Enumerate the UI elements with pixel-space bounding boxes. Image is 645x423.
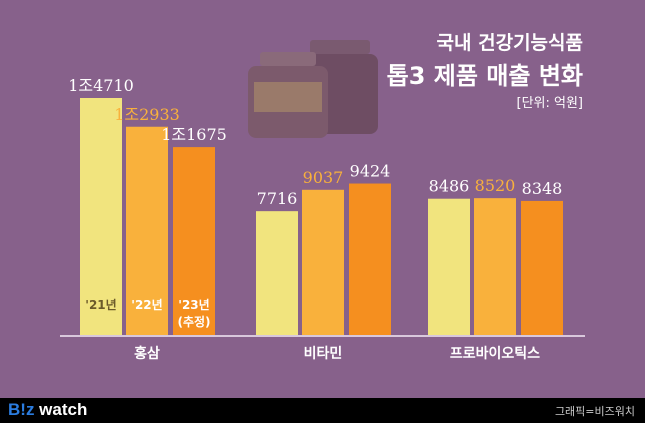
bar — [428, 198, 470, 336]
category-label: 홍삼 — [134, 345, 160, 362]
category-label: 프로바이오틱스 — [450, 345, 540, 362]
title-line-1: 국내 건강기능식품 — [436, 32, 583, 54]
data-label: 1조1675 — [161, 125, 227, 144]
bar — [302, 189, 344, 336]
category-label: 비타민 — [304, 345, 343, 362]
bar — [80, 98, 122, 336]
data-label: 1조4710 — [68, 76, 134, 95]
unit-label: [단위: 억원] — [516, 96, 584, 111]
title-line-2: 톱3 제품 매출 변화 — [386, 62, 583, 90]
data-label: 8486 — [429, 177, 470, 196]
bar — [521, 200, 563, 336]
bar — [349, 183, 391, 336]
graphic-credit: 그래픽=비즈워치 — [554, 405, 635, 418]
data-label: 8520 — [475, 176, 516, 195]
data-label: 1조2933 — [114, 105, 180, 124]
data-label: 7716 — [257, 189, 298, 208]
bar — [256, 211, 298, 336]
bar — [173, 147, 215, 336]
data-label: 9037 — [303, 168, 344, 187]
series-label: '22년 — [131, 298, 162, 312]
bar — [474, 198, 516, 336]
series-label: '21년 — [85, 298, 116, 312]
series-label: '23년 — [178, 298, 209, 312]
data-label: 8348 — [522, 179, 563, 198]
footer: B!z watch 그래픽=비즈워치 — [0, 398, 645, 423]
bar — [126, 126, 168, 336]
series-label-estimate: (추정) — [177, 314, 210, 329]
bizwatch-logo: B!z watch — [8, 400, 88, 419]
supplement-jar-illustration — [248, 40, 378, 138]
data-label: 9424 — [350, 162, 391, 181]
